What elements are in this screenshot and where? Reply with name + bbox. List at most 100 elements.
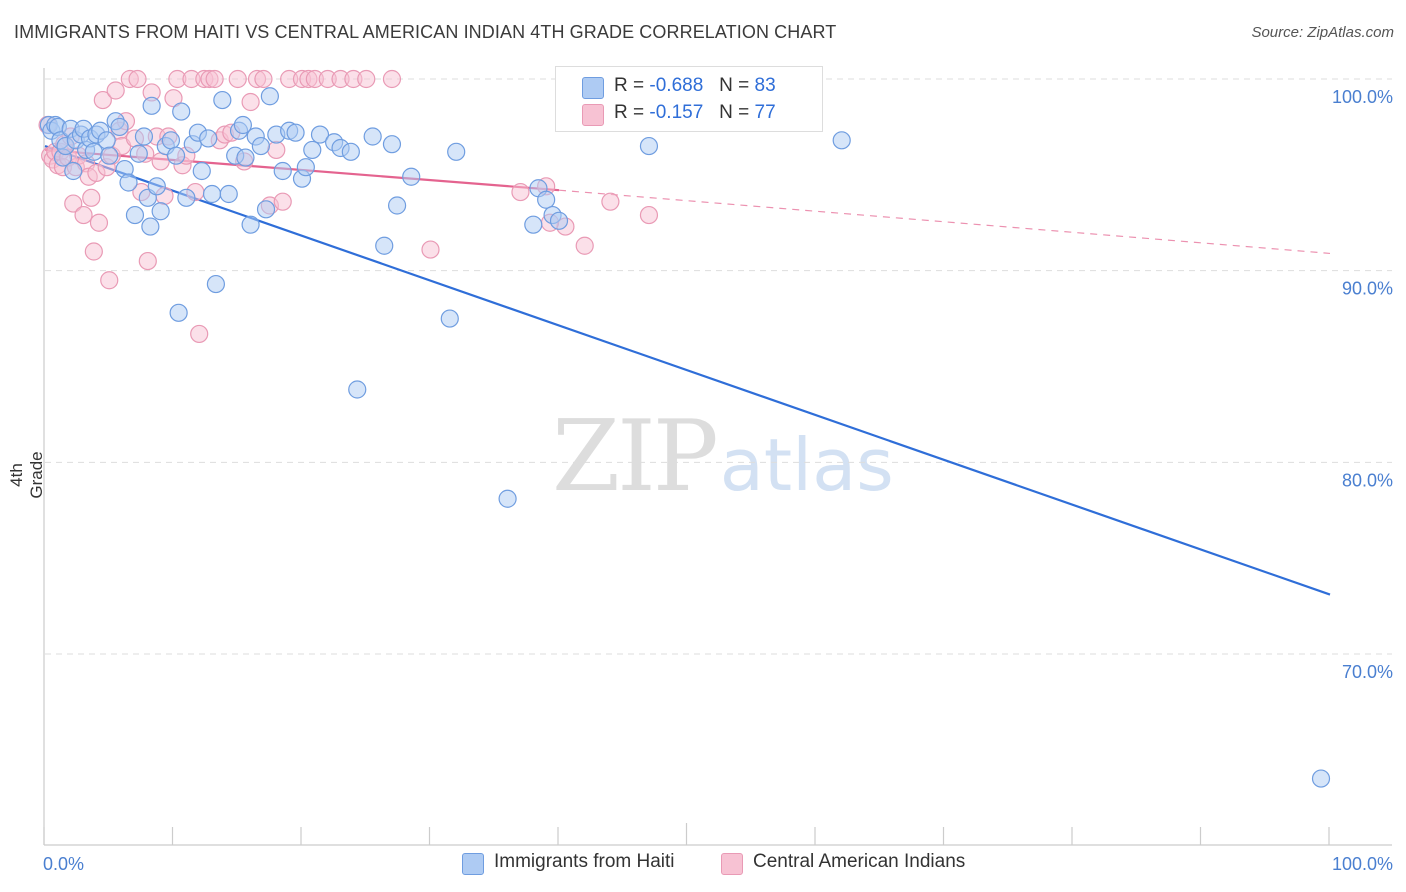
y-tick-label: 80.0%	[1342, 470, 1393, 490]
data-point-haiti	[142, 96, 161, 115]
data-point-haiti	[402, 167, 421, 186]
data-point-haiti	[129, 144, 148, 163]
data-point-cai	[138, 251, 157, 271]
legend-label-cai: Central American Indians	[753, 851, 966, 872]
y-tick-label: 100.0%	[1332, 87, 1393, 107]
data-point-haiti	[348, 380, 367, 399]
data-point-haiti	[119, 173, 138, 192]
source-label: Source: ZipAtlas.com	[1251, 24, 1394, 41]
data-point-haiti	[172, 102, 191, 121]
data-point-cai	[190, 324, 209, 344]
data-point-cai	[228, 69, 247, 89]
data-point-cai	[357, 69, 376, 89]
data-point-cai	[84, 242, 103, 261]
data-point-cai	[601, 192, 620, 211]
data-point-haiti	[169, 303, 188, 322]
data-point-haiti	[256, 200, 276, 219]
y-tick-label: 90.0%	[1342, 279, 1393, 299]
legend-swatch-pink	[582, 104, 604, 126]
data-point-haiti	[639, 136, 659, 156]
data-point-cai	[164, 89, 183, 108]
data-point-cai	[639, 205, 659, 225]
x-tick-label: 100.0%	[1332, 854, 1393, 874]
trend-lines	[44, 145, 1331, 596]
data-point-cai	[575, 236, 594, 255]
data-point-haiti	[125, 205, 145, 225]
data-point-haiti	[151, 202, 170, 221]
data-point-haiti	[141, 217, 160, 236]
x-tick-labels: 0.0% 100.0%	[43, 854, 1393, 874]
data-point-haiti	[147, 177, 166, 196]
data-point-cai	[151, 152, 170, 171]
data-point-haiti	[375, 236, 394, 255]
data-point-cai	[82, 188, 101, 207]
y-axis-label: 4th Grade	[7, 451, 46, 499]
watermark-atlas: atlas	[719, 423, 894, 507]
data-point-haiti	[440, 309, 459, 328]
data-point-cai	[64, 194, 83, 213]
data-point-cai	[89, 213, 109, 232]
data-point-haiti	[134, 127, 154, 146]
data-point-cai	[511, 182, 530, 202]
legend-n-label: N =	[719, 102, 750, 123]
legend-n-value: 77	[754, 102, 776, 123]
data-point-haiti	[233, 115, 252, 135]
data-point-haiti	[447, 142, 466, 161]
data-point-haiti	[206, 274, 226, 294]
y-tick-label: 70.0%	[1342, 662, 1393, 682]
data-point-haiti	[260, 87, 279, 106]
data-point-haiti	[199, 129, 218, 148]
data-point-haiti	[192, 161, 211, 181]
data-point-haiti	[1311, 769, 1331, 788]
trend-line-haiti	[44, 145, 1331, 596]
zipatlas-watermark: ZIPatlas	[552, 400, 894, 514]
data-point-haiti	[64, 161, 83, 181]
data-point-cai	[106, 81, 125, 100]
data-point-cai	[93, 90, 112, 110]
data-point-haiti	[832, 131, 851, 150]
data-point-haiti	[236, 148, 255, 167]
data-point-haiti	[537, 190, 556, 209]
data-point-haiti	[524, 215, 543, 234]
data-point-haiti	[303, 140, 322, 160]
data-point-cai	[205, 69, 224, 89]
legend-swatch-blue	[462, 853, 484, 875]
legend-label-haiti: Immigrants from Haiti	[494, 851, 675, 872]
trend-line-cai-extension	[558, 189, 1331, 255]
data-point-haiti	[310, 125, 330, 144]
data-point-haiti	[341, 142, 360, 161]
data-points	[38, 69, 1331, 788]
data-point-haiti	[498, 489, 517, 508]
data-point-haiti	[166, 146, 186, 165]
data-point-cai	[421, 240, 440, 259]
legend-swatch-blue	[582, 77, 604, 99]
stats-legend: R = -0.688 N = 83 R = -0.157 N = 77	[555, 66, 823, 132]
data-point-cai	[100, 271, 119, 290]
legend-r-value: -0.688	[649, 75, 704, 96]
data-point-haiti	[273, 161, 292, 181]
data-point-cai	[267, 140, 286, 160]
data-point-haiti	[241, 215, 260, 234]
data-point-cai	[128, 69, 147, 89]
legend-r-label: R =	[614, 75, 645, 96]
data-point-cai	[273, 192, 292, 211]
data-point-cai	[241, 92, 260, 112]
data-point-cai	[74, 205, 93, 225]
legend-r-value: -0.157	[649, 102, 704, 123]
data-point-haiti	[363, 127, 382, 146]
data-point-haiti	[387, 196, 407, 215]
data-point-cai	[382, 69, 402, 89]
legend-n-value: 83	[754, 75, 776, 96]
legend-n-label: N =	[719, 75, 750, 96]
watermark-zip: ZIP	[552, 400, 719, 514]
data-point-haiti	[161, 131, 181, 150]
legend-r-label: R =	[614, 102, 645, 123]
axes	[43, 68, 1392, 846]
data-point-cai	[254, 69, 273, 89]
data-point-haiti	[251, 136, 270, 156]
x-tick-label: 0.0%	[43, 854, 84, 874]
chart-title: IMMIGRANTS FROM HAITI VS CENTRAL AMERICA…	[14, 22, 837, 42]
data-point-haiti	[213, 90, 232, 110]
legend-swatch-pink	[721, 853, 743, 875]
